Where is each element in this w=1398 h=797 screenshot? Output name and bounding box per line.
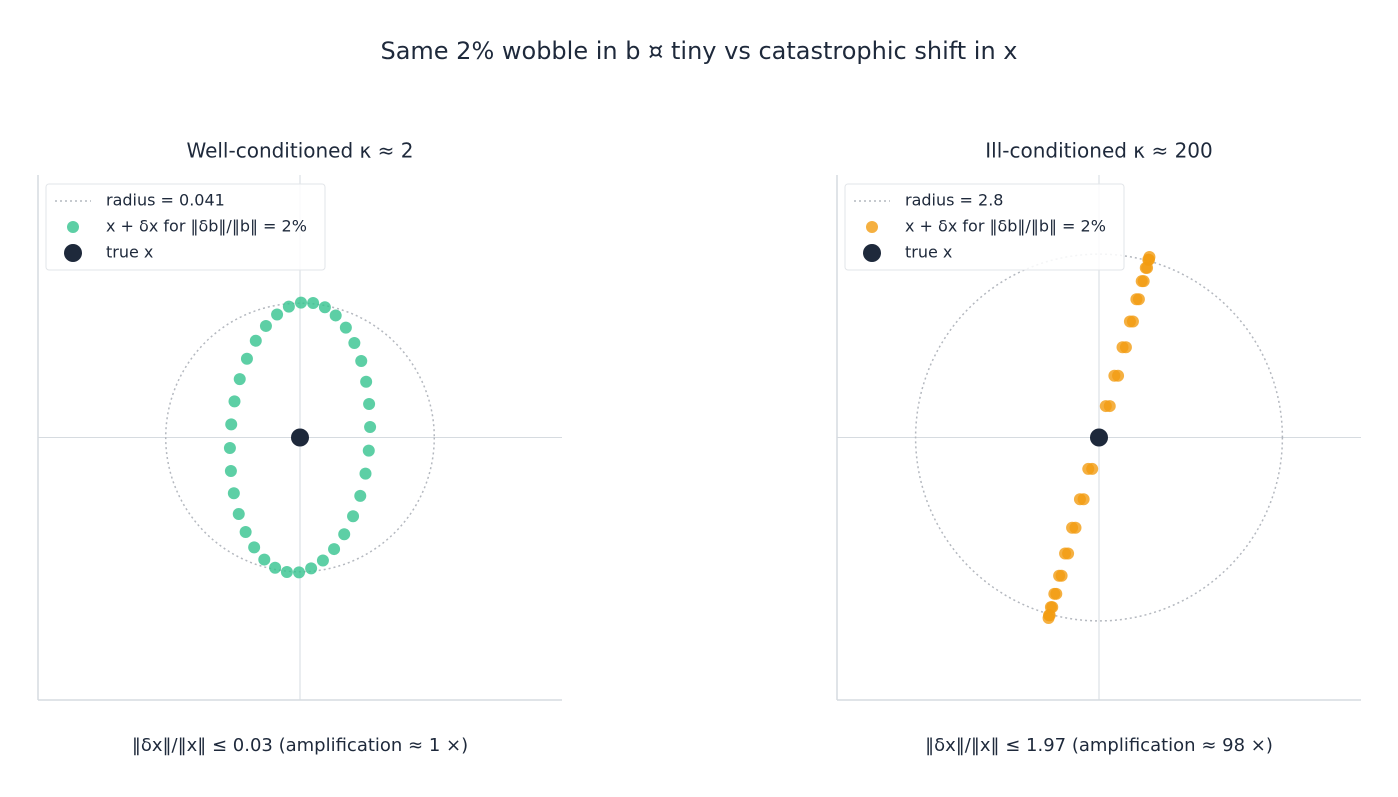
perturbed-point (359, 467, 372, 480)
perturbed-point (1099, 400, 1112, 413)
perturbed-point (224, 464, 237, 477)
perturbed-point (339, 321, 352, 334)
perturbed-point (362, 444, 375, 457)
perturbed-point (1053, 569, 1066, 582)
perturbed-point (1142, 253, 1155, 266)
perturbed-point (355, 355, 368, 368)
perturbed-point (227, 487, 240, 500)
perturbed-point (363, 398, 376, 411)
perturbed-point (271, 308, 284, 321)
perturbed-point (294, 296, 307, 309)
legend-label: radius = 0.041 (106, 191, 225, 210)
perturbed-point (223, 442, 236, 454)
perturbed-point (259, 319, 272, 332)
subplot-title: Ill-conditioned κ ≈ 200 (985, 139, 1213, 163)
perturbed-point (364, 421, 377, 433)
legend-label: true x (905, 243, 952, 262)
x-axis-label: ‖δx‖/‖x‖ ≤ 1.97 (amplification ≈ 98 ×) (925, 735, 1273, 756)
legend-label: x + δx for ‖δb‖/‖b‖ = 2% (106, 217, 307, 236)
perturbed-point (329, 309, 342, 322)
perturbed-point (1073, 493, 1086, 506)
perturbed-point (347, 510, 360, 523)
perturbed-point (316, 554, 329, 567)
perturbed-point (269, 561, 282, 574)
perturbed-point (282, 300, 295, 313)
perturbed-point (360, 375, 373, 388)
perturbed-point (307, 296, 320, 309)
perturbed-point (293, 566, 306, 579)
perturbed-point (1048, 587, 1061, 600)
perturbed-point (248, 541, 261, 554)
perturbed-point (258, 553, 271, 566)
legend-label: x + δx for ‖δb‖/‖b‖ = 2% (905, 217, 1106, 236)
legend-box (844, 183, 1125, 271)
perturbed-point (1082, 462, 1095, 475)
legend-swatch (64, 244, 82, 262)
perturbed-point (1123, 315, 1136, 328)
perturbed-point (225, 418, 238, 431)
legend-swatch (866, 221, 878, 233)
subplot-title: Well-conditioned κ ≈ 2 (186, 139, 413, 163)
perturbed-point (1116, 341, 1129, 354)
perturbed-point (232, 507, 245, 520)
perturbed-point (240, 352, 253, 365)
figure-title: Same 2% wobble in b ¤ tiny vs catastroph… (380, 37, 1017, 65)
perturbed-point (1059, 547, 1072, 560)
perturbed-point (249, 334, 262, 347)
legend-label: radius = 2.8 (905, 191, 1003, 210)
perturbed-point (280, 566, 293, 579)
perturbed-point (305, 562, 318, 575)
perturbed-point (1044, 601, 1057, 614)
perturbed-point (228, 395, 241, 408)
legend-swatch (863, 244, 881, 262)
perturbed-point (239, 526, 252, 538)
perturbed-point (1066, 521, 1079, 534)
perturbed-point (348, 337, 361, 349)
perturbed-point (1135, 275, 1148, 288)
x-axis-label: ‖δx‖/‖x‖ ≤ 0.03 (amplification ≈ 1 ×) (132, 735, 468, 756)
legend-label: true x (106, 243, 153, 262)
perturbed-point (338, 528, 351, 541)
true-point (291, 428, 309, 447)
perturbed-point (354, 489, 367, 502)
perturbed-point (328, 543, 341, 556)
perturbed-point (1108, 369, 1121, 382)
perturbed-point (1130, 293, 1143, 306)
true-point (1090, 428, 1108, 447)
radius-circle (914, 253, 1284, 622)
perturbed-point (233, 373, 246, 386)
legend-box (45, 183, 326, 271)
perturbed-point (318, 301, 331, 314)
legend-swatch (67, 221, 79, 233)
